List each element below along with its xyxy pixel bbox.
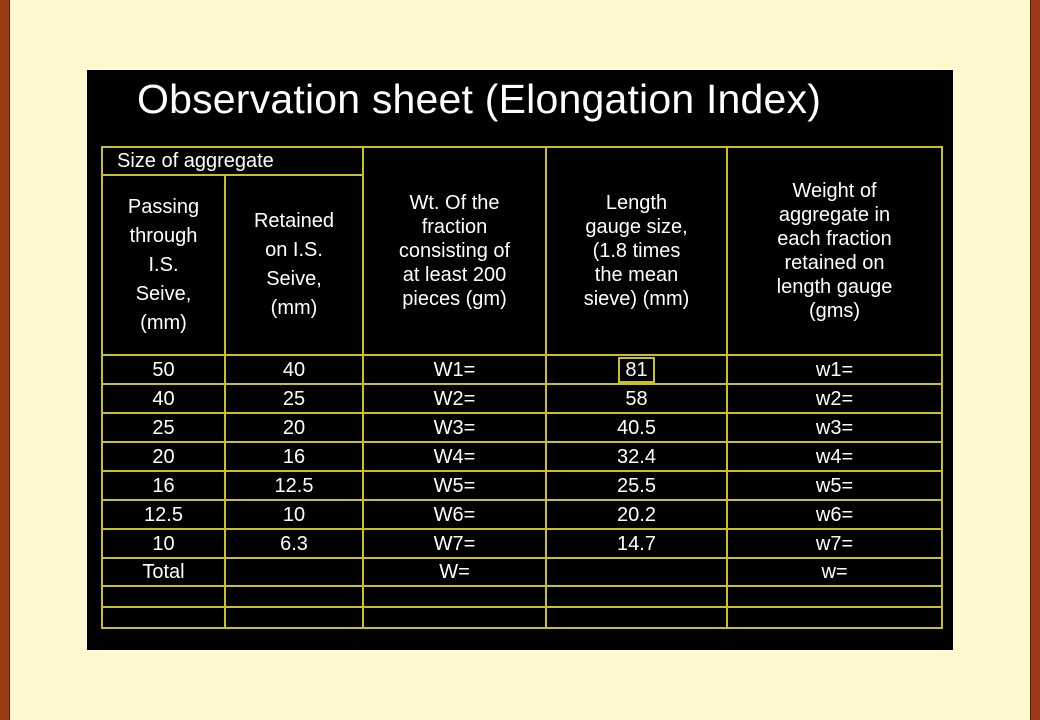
passing-cell: 40 [101, 383, 226, 414]
retained-weight-cell: w7= [726, 528, 943, 559]
retained-weight-cell: w5= [726, 470, 943, 501]
observation-table: Size of aggregate Wt. Of the fraction co… [101, 146, 943, 629]
blank-cell [545, 606, 728, 629]
blank-cell [362, 606, 547, 629]
fraction-weight-cell: W3= [362, 412, 547, 443]
slide-panel: Observation sheet (Elongation Index) Siz… [87, 70, 953, 650]
blank-cell [101, 585, 226, 608]
blank-cell [224, 585, 364, 608]
slide-title: Observation sheet (Elongation Index) [137, 76, 822, 122]
passing-header: Passing through I.S. Seive, (mm) [101, 174, 226, 356]
blank-cell [362, 585, 547, 608]
weight-retained-header: Weight of aggregate in each fraction ret… [726, 146, 943, 356]
retained-weight-cell: w4= [726, 441, 943, 472]
passing-cell: 50 [101, 354, 226, 385]
total-retained-cell [224, 557, 364, 587]
gauge-size-cell: 14.7 [545, 528, 728, 559]
header-row-group: Size of aggregate Wt. Of the fraction co… [101, 146, 943, 356]
header-row-columns: Passing through I.S. Seive, (mm) Retaine… [101, 174, 942, 356]
table-row: 50 40 W1= 81 w1= [101, 354, 943, 385]
passing-cell: 12.5 [101, 499, 226, 530]
table-row: 12.5 10 W6= 20.2 w6= [101, 499, 943, 530]
gauge-size-cell: 81 [545, 354, 728, 385]
retained-cell: 12.5 [224, 470, 364, 501]
fraction-weight-cell: W4= [362, 441, 547, 472]
size-of-aggregate-header: Size of aggregate [101, 146, 364, 176]
blank-cell [726, 585, 943, 608]
blank-cell [224, 606, 364, 629]
blank-cell [545, 585, 728, 608]
total-row: Total W= w= [101, 557, 943, 587]
fraction-weight-cell: W6= [362, 499, 547, 530]
passing-cell: 25 [101, 412, 226, 443]
passing-cell: 10 [101, 528, 226, 559]
gauge-size-cell: 58 [545, 383, 728, 414]
gauge-size-cell: 40.5 [545, 412, 728, 443]
gauge-size-cell: 20.2 [545, 499, 728, 530]
retained-cell: 40 [224, 354, 364, 385]
total-label: Total [101, 557, 226, 587]
table-row: 40 25 W2= 58 w2= [101, 383, 943, 414]
table-row: 20 16 W4= 32.4 w4= [101, 441, 943, 472]
fraction-weight-cell: W2= [362, 383, 547, 414]
gauge-size-header: Length gauge size, (1.8 times the mean s… [545, 146, 728, 356]
table-row: 10 6.3 W7= 14.7 w7= [101, 528, 943, 559]
blank-row [101, 606, 943, 629]
fraction-weight-cell: W1= [362, 354, 547, 385]
retained-cell: 25 [224, 383, 364, 414]
fraction-weight-cell: W5= [362, 470, 547, 501]
gauge-size-highlight: 81 [618, 356, 655, 383]
total-fraction-weight: W= [362, 557, 547, 587]
table-row: 25 20 W3= 40.5 w3= [101, 412, 943, 443]
gauge-size-cell: 25.5 [545, 470, 728, 501]
retained-weight-cell: w1= [726, 354, 943, 385]
passing-cell: 16 [101, 470, 226, 501]
total-retained-weight: w= [726, 557, 943, 587]
wt-fraction-header: Wt. Of the fraction consisting of at lea… [362, 146, 547, 356]
left-border-bar [0, 0, 10, 720]
retained-weight-cell: w2= [726, 383, 943, 414]
blank-cell [726, 606, 943, 629]
table-row: 16 12.5 W5= 25.5 w5= [101, 470, 943, 501]
retained-cell: 20 [224, 412, 364, 443]
retained-cell: 16 [224, 441, 364, 472]
retained-cell: 10 [224, 499, 364, 530]
fraction-weight-cell: W7= [362, 528, 547, 559]
blank-cell [101, 606, 226, 629]
retained-weight-cell: w3= [726, 412, 943, 443]
retained-header: Retained on I.S. Seive, (mm) [224, 174, 364, 356]
blank-row [101, 585, 943, 608]
gauge-size-cell: 32.4 [545, 441, 728, 472]
right-border-bar [1030, 0, 1040, 720]
retained-cell: 6.3 [224, 528, 364, 559]
total-gauge-cell [545, 557, 728, 587]
retained-weight-cell: w6= [726, 499, 943, 530]
passing-cell: 20 [101, 441, 226, 472]
